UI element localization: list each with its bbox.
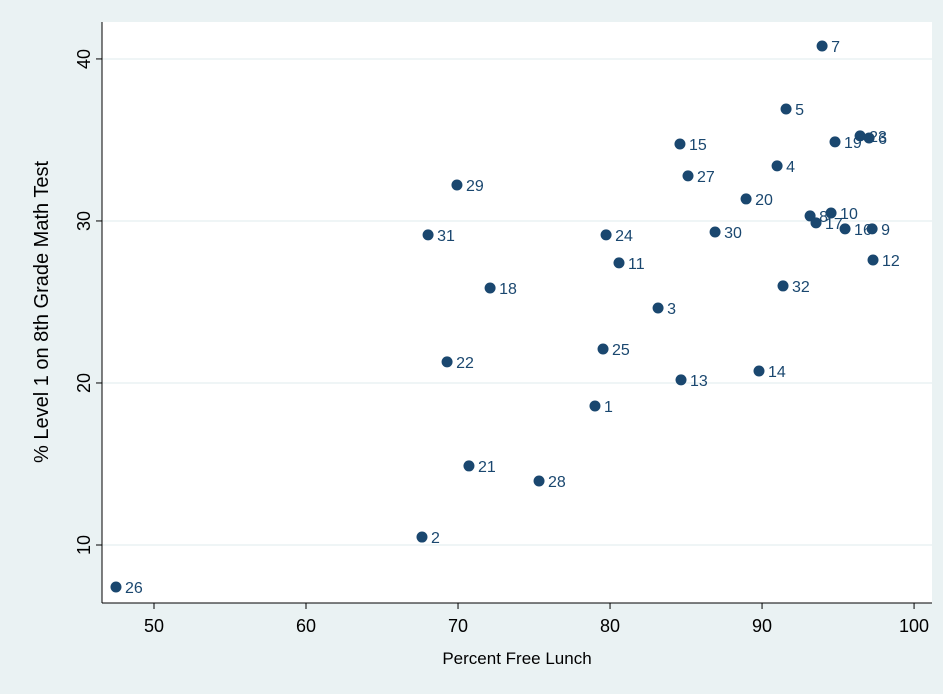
point-label: 22 <box>456 355 474 372</box>
point <box>777 280 789 292</box>
point <box>416 531 428 543</box>
point <box>674 138 686 150</box>
point-label: 7 <box>831 39 840 56</box>
point-label: 26 <box>125 580 143 597</box>
point-label: 15 <box>689 137 707 154</box>
point <box>451 179 463 191</box>
point-label: 14 <box>768 364 786 381</box>
point-label: 17 <box>825 216 843 233</box>
x-tick-label: 90 <box>752 616 772 636</box>
point-label: 4 <box>786 159 795 176</box>
y-axis-title: % Level 1 on 8th Grade Math Test <box>31 161 53 463</box>
point <box>589 400 601 412</box>
point-label: 29 <box>466 178 484 195</box>
point-label: 8 <box>819 209 828 226</box>
point <box>709 226 721 238</box>
point-label: 20 <box>755 192 773 209</box>
point-label: 19 <box>844 135 862 152</box>
y-tick-label: 40 <box>74 49 94 69</box>
point-label: 3 <box>667 301 676 318</box>
point <box>839 223 851 235</box>
point <box>422 229 434 241</box>
point-label: 13 <box>690 373 708 390</box>
point <box>652 302 664 314</box>
point <box>484 282 496 294</box>
point-label: 18 <box>499 281 517 298</box>
point-label: 5 <box>795 102 804 119</box>
y-tick-label: 10 <box>74 535 94 555</box>
point <box>110 581 122 593</box>
y-tick-label: 30 <box>74 211 94 231</box>
point <box>441 356 453 368</box>
point-label: 32 <box>792 279 810 296</box>
point-label: 11 <box>628 256 645 273</box>
point <box>463 460 475 472</box>
point-label: 10 <box>840 206 858 223</box>
point-label: 25 <box>612 342 630 359</box>
point-label: 2 <box>431 530 440 547</box>
point <box>682 170 694 182</box>
point-label: 28 <box>548 474 566 491</box>
point-label: 1 <box>604 399 613 416</box>
point <box>533 475 545 487</box>
point <box>867 254 879 266</box>
point-label: 21 <box>478 459 496 476</box>
point-label: 31 <box>437 228 455 245</box>
point <box>816 40 828 52</box>
point <box>825 207 837 219</box>
point <box>863 132 875 144</box>
point <box>866 223 878 235</box>
point-label: 27 <box>697 169 715 186</box>
point-label: 9 <box>881 222 890 239</box>
point-label: 30 <box>724 225 742 242</box>
plot-area <box>102 22 932 603</box>
point <box>854 130 866 142</box>
y-tick-label: 20 <box>74 373 94 393</box>
x-tick-label: 80 <box>600 616 620 636</box>
point-label: 6 <box>878 131 887 148</box>
point <box>675 374 687 386</box>
x-tick-label: 60 <box>296 616 316 636</box>
point <box>597 343 609 355</box>
point <box>780 103 792 115</box>
x-tick-label: 50 <box>144 616 164 636</box>
point-label: 24 <box>615 228 633 245</box>
point <box>771 160 783 172</box>
x-tick-label: 100 <box>899 616 929 636</box>
point <box>613 257 625 269</box>
point <box>829 136 841 148</box>
x-axis-title: Percent Free Lunch <box>442 649 591 668</box>
point <box>740 193 752 205</box>
x-tick-label: 70 <box>448 616 468 636</box>
point-label: 12 <box>882 253 900 270</box>
point-label: 23 <box>869 129 887 146</box>
point <box>600 229 612 241</box>
point <box>753 365 765 377</box>
point <box>810 217 822 229</box>
